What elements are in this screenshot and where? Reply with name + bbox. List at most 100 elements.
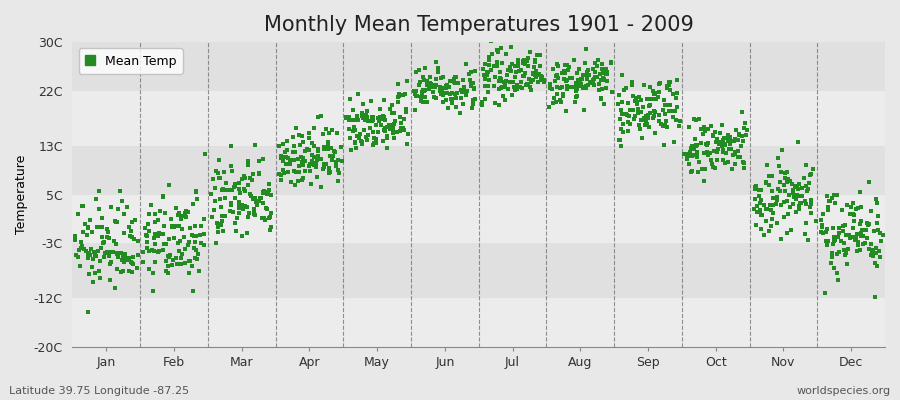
Point: [85, 229, 99, 236]
Point: [424, 83, 438, 90]
Point: [481, 69, 495, 76]
Point: [446, 76, 461, 83]
Point: [871, 227, 886, 234]
Point: [443, 78, 457, 84]
Point: [511, 68, 526, 75]
Point: [192, 268, 206, 275]
Point: [716, 147, 730, 153]
Point: [211, 223, 225, 230]
Point: [682, 152, 697, 159]
Point: [412, 78, 427, 85]
Point: [179, 208, 194, 214]
Point: [212, 174, 226, 181]
Point: [688, 136, 703, 142]
Point: [694, 140, 708, 146]
Point: [331, 178, 346, 184]
Point: [647, 113, 662, 119]
Point: [73, 262, 87, 269]
Point: [689, 143, 704, 150]
Point: [115, 257, 130, 264]
Point: [639, 113, 653, 120]
Point: [765, 216, 779, 223]
Point: [573, 83, 588, 89]
Point: [423, 80, 437, 87]
Point: [465, 80, 480, 86]
Point: [177, 260, 192, 266]
Point: [596, 75, 610, 82]
Point: [803, 204, 817, 210]
Point: [629, 95, 643, 101]
Point: [484, 51, 499, 58]
Point: [382, 126, 397, 132]
Point: [770, 220, 785, 226]
Point: [205, 214, 220, 220]
Point: [160, 270, 175, 276]
Point: [455, 77, 470, 84]
Point: [777, 198, 791, 205]
Point: [777, 182, 791, 188]
Point: [814, 222, 829, 229]
Point: [409, 92, 423, 99]
Point: [792, 203, 806, 209]
Point: [482, 62, 497, 69]
Point: [295, 162, 310, 168]
Point: [827, 192, 842, 198]
Point: [238, 187, 252, 194]
Point: [127, 236, 141, 242]
Point: [279, 147, 293, 153]
Point: [508, 87, 522, 94]
Point: [698, 128, 712, 134]
Point: [87, 270, 102, 277]
Point: [302, 161, 317, 167]
Point: [711, 146, 725, 152]
Point: [248, 212, 263, 218]
Point: [818, 289, 832, 296]
Point: [289, 125, 303, 131]
Point: [416, 99, 430, 105]
Point: [666, 138, 680, 145]
Point: [369, 140, 383, 146]
Point: [595, 66, 609, 72]
Point: [503, 64, 517, 70]
Point: [121, 257, 135, 264]
Point: [571, 79, 585, 85]
Point: [704, 123, 718, 129]
Point: [860, 220, 874, 226]
Point: [156, 193, 170, 199]
Point: [331, 167, 346, 174]
Point: [223, 208, 238, 215]
Point: [635, 135, 650, 141]
Point: [827, 236, 842, 243]
Point: [283, 158, 297, 165]
Point: [854, 218, 868, 224]
Point: [104, 258, 118, 265]
Point: [144, 202, 158, 208]
Point: [632, 122, 646, 128]
Point: [438, 83, 453, 90]
Point: [625, 82, 639, 88]
Point: [613, 137, 627, 143]
Point: [314, 113, 328, 119]
Point: [860, 235, 874, 241]
Point: [477, 72, 491, 78]
Point: [524, 78, 538, 85]
Point: [662, 82, 677, 88]
Point: [627, 113, 642, 120]
Point: [75, 244, 89, 250]
Point: [747, 184, 761, 190]
Point: [511, 62, 526, 69]
Point: [681, 161, 696, 167]
Point: [356, 101, 371, 107]
Point: [484, 67, 499, 73]
Point: [709, 139, 724, 146]
Point: [527, 58, 542, 65]
Point: [211, 229, 225, 235]
Point: [81, 224, 95, 230]
Point: [487, 82, 501, 89]
Point: [640, 121, 654, 127]
Point: [590, 57, 605, 64]
Point: [491, 102, 506, 108]
Point: [74, 245, 88, 251]
Point: [258, 217, 273, 224]
Point: [364, 118, 379, 124]
